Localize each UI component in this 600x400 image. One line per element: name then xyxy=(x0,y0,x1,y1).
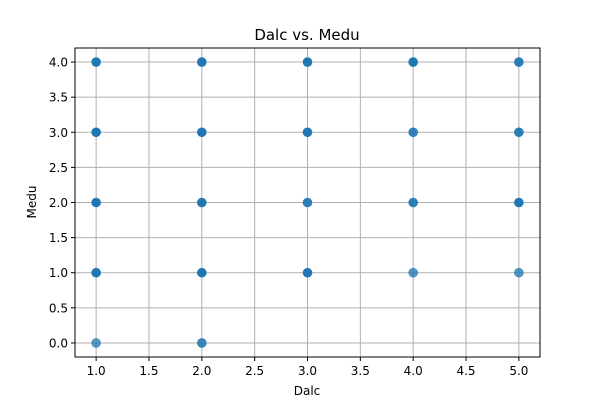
y-axis-label: Medu xyxy=(25,186,39,219)
data-point xyxy=(408,127,418,138)
data-point xyxy=(514,57,524,67)
x-tick-label: 3.5 xyxy=(351,364,370,378)
data-point xyxy=(197,57,207,67)
data-point xyxy=(91,127,101,138)
data-point xyxy=(302,127,313,138)
y-tick-label: 0.5 xyxy=(49,301,68,315)
y-tick-label: 2.0 xyxy=(49,196,68,210)
x-tick-label: 1.0 xyxy=(87,364,106,378)
y-tick-label: 0.0 xyxy=(49,336,68,350)
data-point xyxy=(408,267,418,278)
data-point xyxy=(197,338,207,348)
x-tick-label: 1.5 xyxy=(139,364,158,378)
data-point xyxy=(197,267,207,278)
data-point xyxy=(408,197,418,208)
data-point xyxy=(91,197,101,208)
data-point xyxy=(302,57,313,67)
axis-ticks: 1.0 1.5 2.0 2.5 3.0 3.5 4.0 4.5 5.0 0.0 0.5 1.0 1.5 2… xyxy=(49,56,529,378)
data-point xyxy=(514,267,524,278)
data-point xyxy=(91,57,101,67)
data-point xyxy=(302,267,313,278)
x-axis-label: Dalc xyxy=(294,384,321,398)
data-point xyxy=(91,338,101,348)
y-tick-label: 4.0 xyxy=(49,56,68,70)
y-tick-label: 3.5 xyxy=(49,91,68,105)
x-tick-label: 3.0 xyxy=(298,364,317,378)
chart-title: Dalc vs. Medu xyxy=(254,26,359,44)
x-tick-label: 2.5 xyxy=(245,364,264,378)
data-point xyxy=(514,127,524,138)
data-point xyxy=(197,197,207,208)
x-tick-label: 5.0 xyxy=(509,364,528,378)
y-tick-label: 2.5 xyxy=(49,161,68,175)
data-points xyxy=(91,57,524,348)
data-point xyxy=(408,57,418,67)
y-tick-label: 3.0 xyxy=(49,126,68,140)
data-point xyxy=(302,197,313,208)
y-tick-label: 1.5 xyxy=(49,231,68,245)
data-point xyxy=(91,267,101,278)
data-point xyxy=(514,197,524,208)
y-tick-label: 1.0 xyxy=(49,266,68,280)
x-tick-label: 4.0 xyxy=(404,364,423,378)
x-tick-label: 4.5 xyxy=(456,364,475,378)
x-tick-label: 2.0 xyxy=(192,364,211,378)
data-point xyxy=(197,127,207,138)
